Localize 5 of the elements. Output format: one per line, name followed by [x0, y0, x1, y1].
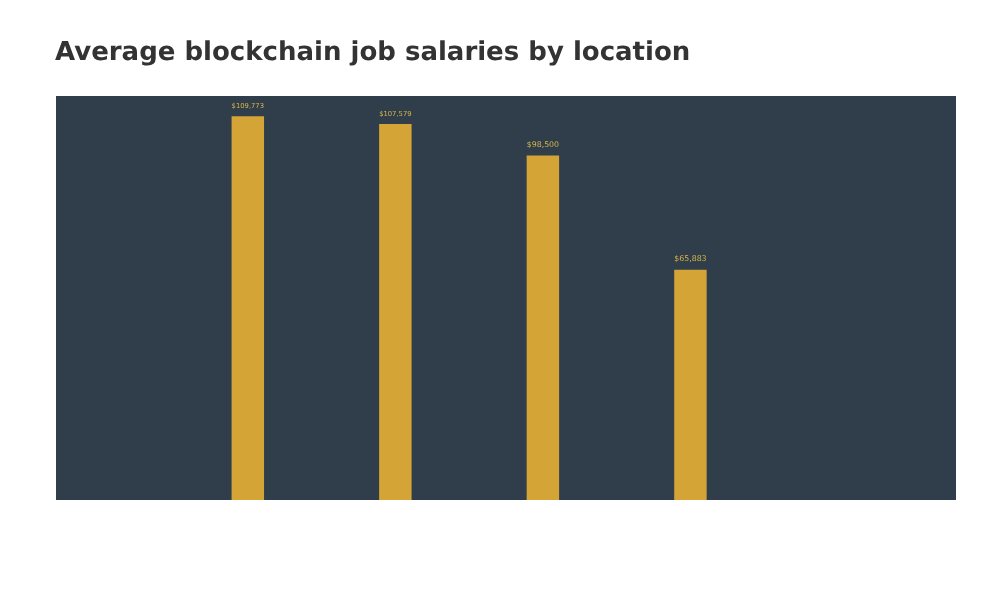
bar — [674, 269, 707, 500]
bar — [231, 116, 265, 500]
bar — [526, 155, 560, 500]
chart-title: Average blockchain job salaries by location — [55, 38, 691, 69]
bar — [379, 123, 412, 500]
